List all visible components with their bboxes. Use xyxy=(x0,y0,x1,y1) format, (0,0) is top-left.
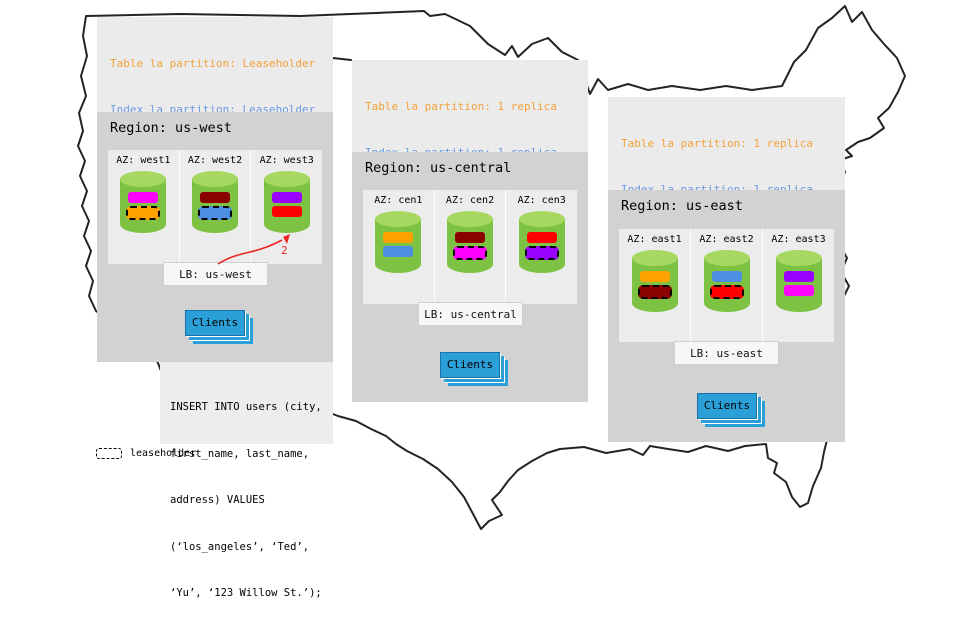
az-cen3: AZ: cen3 xyxy=(506,190,578,304)
partition-bar xyxy=(639,271,670,282)
az-east2: AZ: east2 xyxy=(691,229,762,342)
az-row-us-west: AZ: west1 AZ: west2 AZ: west3 xyxy=(108,150,323,264)
partition-bar xyxy=(128,192,159,203)
region-title: Region: us-central xyxy=(365,160,512,176)
az-label: AZ: west1 xyxy=(116,155,171,166)
region-box-us-central: Region: us-central AZ: cen1 AZ: cen2 AZ:… xyxy=(352,152,588,402)
az-label: AZ: east3 xyxy=(771,234,826,245)
sql-insert-note: INSERT INTO users (city, first_name, las… xyxy=(160,362,333,599)
load-balancer-us-east: LB: us-east xyxy=(674,341,779,365)
sql-line: first_name, last_name, xyxy=(170,447,310,460)
az-label: AZ: cen3 xyxy=(517,195,566,206)
partition-bar-leaseholder xyxy=(453,246,487,260)
az-east3: AZ: east3 xyxy=(763,229,834,342)
az-label: AZ: cen2 xyxy=(445,195,495,206)
database-cylinder-icon xyxy=(703,250,750,312)
sql-line: ‘Yu’, ‘123 Willow St.’); xyxy=(170,587,322,599)
legend-line: Table la partition: 1 replica xyxy=(365,99,558,113)
az-cen2: AZ: cen2 xyxy=(434,190,506,304)
database-cylinder-icon xyxy=(375,211,422,273)
partition-bar xyxy=(383,246,414,257)
database-cylinder-icon xyxy=(263,171,310,233)
partition-bar xyxy=(271,206,302,217)
partition-bar-leaseholder xyxy=(126,206,161,220)
az-row-us-east: AZ: east1 AZ: east2 AZ: east3 xyxy=(619,229,834,342)
partition-bar xyxy=(271,192,302,203)
database-cylinder-icon xyxy=(631,250,678,312)
load-balancer-us-central: LB: us-central xyxy=(418,302,523,326)
partition-bar-leaseholder xyxy=(524,246,559,260)
partition-bar xyxy=(783,285,814,296)
region-title: Region: us-west xyxy=(110,120,232,136)
region-box-us-west: Region: us-west AZ: west1 AZ: west2 AZ: … xyxy=(97,112,333,362)
sql-line: (‘los_angeles’, ‘Ted’, xyxy=(170,540,310,553)
database-cylinder-icon xyxy=(192,171,238,233)
az-row-us-central: AZ: cen1 AZ: cen2 AZ: cen3 xyxy=(363,190,578,304)
legend-line: Table la partition: 1 replica xyxy=(621,136,814,150)
legend-us-central: Table la partition: 1 replica Index la p… xyxy=(352,60,588,344)
partition-bar-leaseholder xyxy=(709,285,744,299)
az-east1: AZ: east1 xyxy=(619,229,690,342)
az-west1: AZ: west1 xyxy=(108,150,179,264)
partition-bar xyxy=(455,232,485,243)
az-label: AZ: east2 xyxy=(699,234,754,245)
region-title: Region: us-east xyxy=(621,198,743,214)
legend-us-west: Table la partition: Leaseholder Index la… xyxy=(97,17,333,301)
legend-us-east: Table la partition: 1 replica Index la p… xyxy=(608,97,845,381)
partition-bar xyxy=(711,271,742,282)
database-cylinder-icon xyxy=(120,171,167,233)
az-label: AZ: west2 xyxy=(187,155,243,166)
partition-bar xyxy=(200,192,230,203)
az-label: AZ: cen1 xyxy=(374,195,423,206)
az-west2: AZ: west2 xyxy=(179,150,251,264)
database-cylinder-icon xyxy=(447,211,493,273)
leaseholder-key: leaseholder xyxy=(96,448,196,459)
sql-line: INSERT INTO users (city, xyxy=(170,401,322,413)
clients-button-us-east[interactable]: Clients xyxy=(697,393,757,419)
sql-line: address) VALUES xyxy=(170,494,265,506)
az-label: AZ: east1 xyxy=(627,234,682,245)
region-box-us-east: Region: us-east AZ: east1 AZ: east2 AZ: … xyxy=(608,190,845,442)
az-label: AZ: west3 xyxy=(259,155,314,166)
partition-bar xyxy=(783,271,814,282)
partition-bar-leaseholder xyxy=(637,285,672,299)
clients-button-us-west[interactable]: Clients xyxy=(185,310,245,336)
database-cylinder-icon xyxy=(775,250,822,312)
az-cen1: AZ: cen1 xyxy=(363,190,434,304)
database-cylinder-icon xyxy=(518,211,565,273)
load-balancer-us-west: LB: us-west xyxy=(163,262,268,286)
leaseholder-key-label: leaseholder xyxy=(130,448,197,459)
clients-button-us-central[interactable]: Clients xyxy=(440,352,500,378)
legend-line: Table la partition: Leaseholder xyxy=(110,56,316,70)
partition-bar-leaseholder xyxy=(198,206,232,220)
leaseholder-swatch-icon xyxy=(96,448,122,459)
partition-bar xyxy=(526,232,557,243)
partition-bar xyxy=(383,232,414,243)
arrow-step-number: 2 xyxy=(281,244,288,257)
